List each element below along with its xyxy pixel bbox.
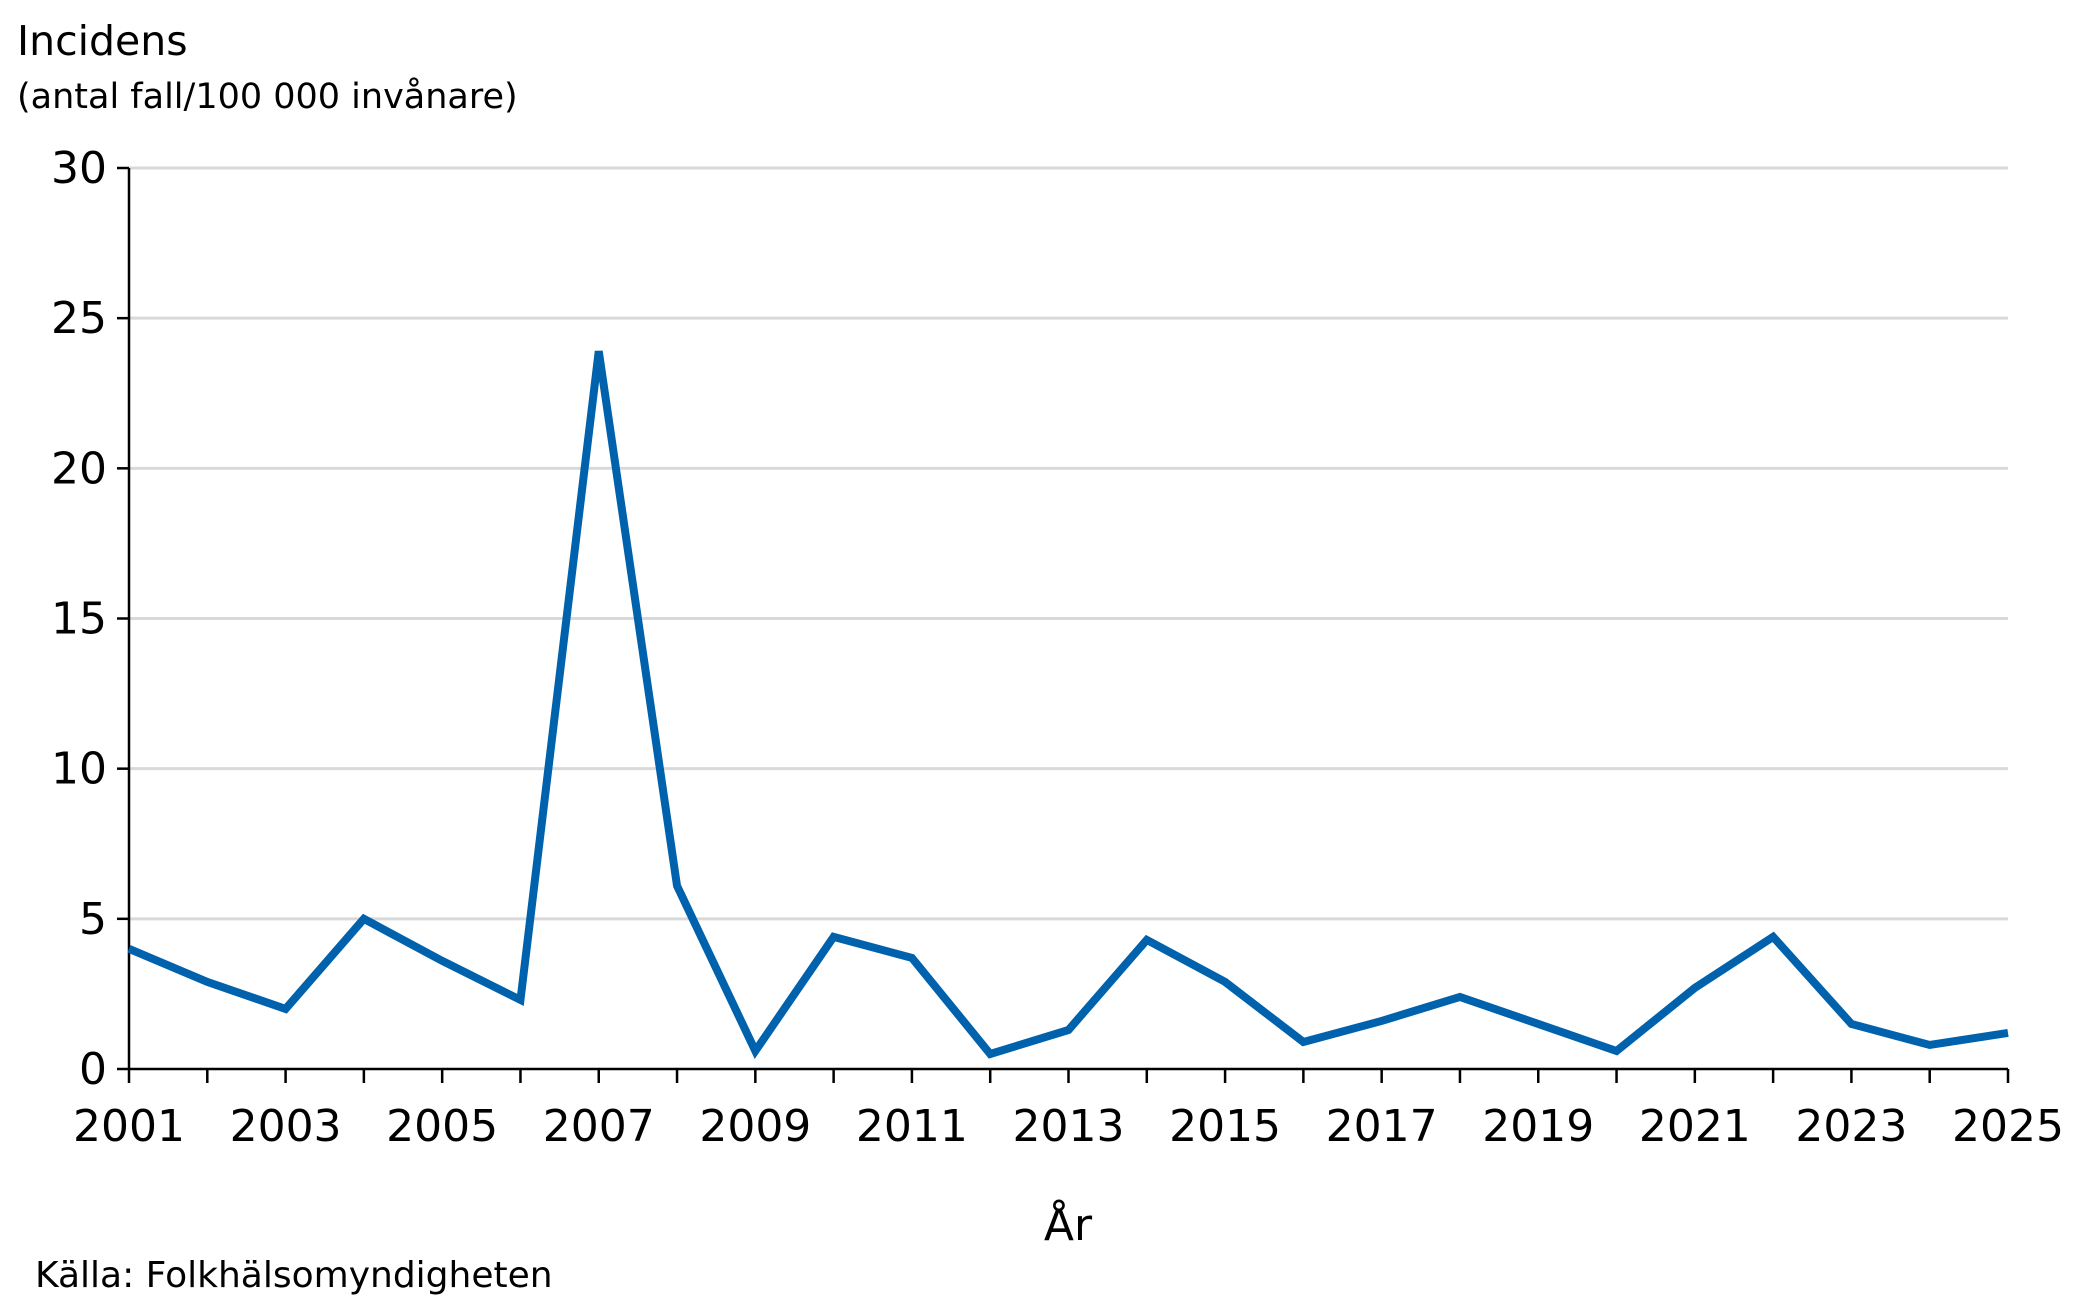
incidence-line [127,350,2009,1059]
x-tick-label: 2023 [1795,1101,1907,1152]
x-tick-label: 2015 [1169,1101,1281,1152]
x-tick-label: 2003 [230,1101,342,1152]
chart-title: Incidens [17,17,188,65]
y-tick-label: 30 [51,143,107,194]
x-tick-label: 2011 [856,1101,968,1152]
source-note: Källa: Folkhälsomyndigheten [35,1255,553,1296]
x-tick-label: 2009 [699,1101,811,1152]
chart-subtitle: (antal fall/100 000 invånare) [17,76,518,117]
y-tick-label: 20 [51,443,107,494]
y-tick-label: 5 [79,894,107,945]
x-tick-label: 2025 [1952,1101,2064,1152]
x-tick-label: 2013 [1013,1101,1125,1152]
x-tick-label: 2021 [1639,1101,1751,1152]
y-tick-label: 25 [51,293,107,344]
y-tick-label: 10 [51,744,107,795]
x-tick-label: 2007 [543,1101,655,1152]
x-tick-label: 2019 [1482,1101,1594,1152]
x-tick-label: 2001 [73,1101,185,1152]
x-axis-label: År [1044,1198,1093,1251]
y-tick-label: 15 [51,594,107,645]
x-tick-label: 2005 [386,1101,498,1152]
x-tick-label: 2017 [1326,1101,1438,1152]
y-tick-label: 0 [79,1044,107,1095]
